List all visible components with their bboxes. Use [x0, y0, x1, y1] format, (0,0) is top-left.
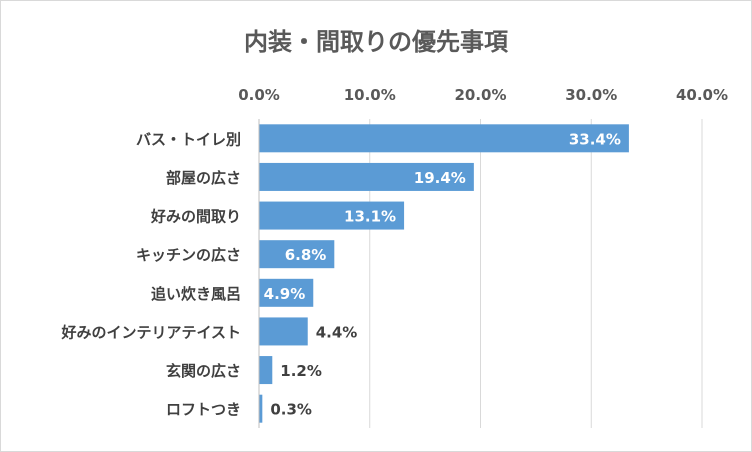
bar [259, 201, 405, 230]
category-label: バス・トイレ別 [136, 130, 241, 148]
bar [259, 124, 629, 153]
x-tick-label: 0.0% [238, 86, 280, 104]
bar [259, 394, 263, 423]
category-label: 玄関の広さ [166, 362, 241, 380]
x-tick-label: 30.0% [565, 86, 617, 104]
data-label: 33.4% [569, 130, 621, 148]
x-tick-label: 40.0% [676, 86, 728, 104]
category-label: キッチンの広さ [136, 246, 241, 264]
data-label: 19.4% [414, 169, 466, 187]
category-label: ロフトつき [166, 401, 241, 419]
data-label: 1.2% [280, 362, 322, 380]
x-tick-label: 20.0% [454, 86, 506, 104]
bar [259, 278, 314, 307]
bar [259, 356, 273, 385]
data-label: 6.8% [285, 246, 327, 264]
category-label: 好みの間取り [150, 208, 241, 226]
data-label: 4.9% [264, 285, 306, 303]
category-label: 部屋の広さ [166, 169, 241, 187]
bar [259, 162, 474, 191]
data-label: 13.1% [344, 208, 396, 226]
category-label: 追い炊き風呂 [151, 285, 241, 303]
data-label: 0.3% [270, 401, 312, 419]
x-tick-label: 10.0% [344, 86, 396, 104]
chart-title: 内装・間取りの優先事項 [244, 28, 508, 56]
data-label: 4.4% [316, 323, 358, 341]
bar [259, 317, 308, 346]
category-label: 好みのインテリアテイスト [60, 323, 241, 341]
bar [259, 240, 335, 269]
